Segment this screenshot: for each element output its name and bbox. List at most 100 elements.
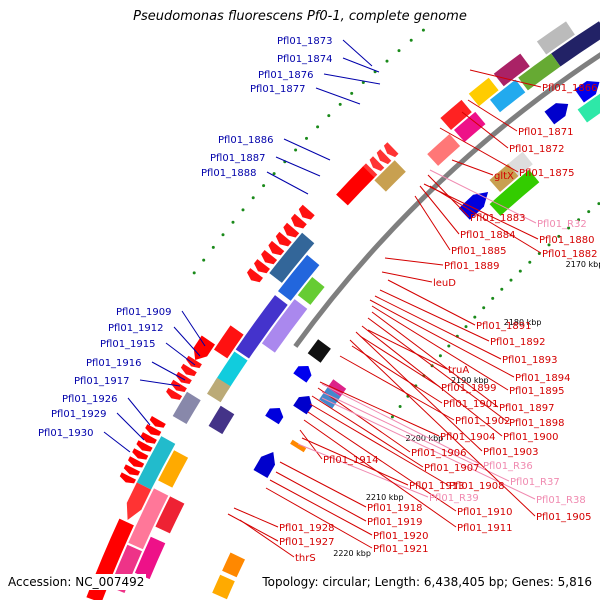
forward-gene-arrow bbox=[293, 366, 312, 383]
reverse-gene-arrow bbox=[369, 156, 385, 171]
outer-tick-dot bbox=[482, 306, 486, 310]
reverse-gene-label: Pfl01_1914 bbox=[323, 455, 379, 466]
reverse-gene-arrow bbox=[186, 355, 202, 369]
reverse-gene-block bbox=[136, 436, 176, 490]
label-leader-line bbox=[469, 69, 542, 88]
forward-gene-label: Pfl01_1915 bbox=[100, 339, 156, 350]
reverse-gene-label: Pfl01_1872 bbox=[509, 144, 565, 155]
label-leader-line bbox=[319, 381, 440, 437]
outer-tick-dot bbox=[587, 210, 591, 214]
forward-gene-arrow bbox=[265, 408, 284, 425]
reverse-gene-arrow bbox=[123, 464, 141, 476]
label-leader-line bbox=[151, 361, 186, 381]
reverse-gene-arrow bbox=[261, 250, 278, 265]
reverse-gene-block bbox=[551, 21, 600, 67]
reverse-gene-arrow bbox=[376, 149, 392, 165]
reverse-gene-arrow bbox=[254, 259, 270, 274]
inner-tick-dot bbox=[202, 258, 206, 262]
outer-tick-dot bbox=[398, 405, 402, 408]
forward-gene-arrow bbox=[458, 192, 489, 220]
reverse-gene-label: Pfl01_1901 bbox=[443, 399, 499, 410]
label-leader-line bbox=[311, 395, 424, 468]
label-leader-line bbox=[387, 279, 476, 326]
forward-gene-arrow bbox=[574, 81, 600, 103]
label-leader-line bbox=[367, 317, 509, 423]
reverse-gene-arrow bbox=[180, 363, 197, 377]
rna-gene-label: Pfl01_R39 bbox=[429, 493, 479, 504]
reverse-gene-block bbox=[454, 111, 486, 142]
forward-gene-label: Pfl01_1929 bbox=[51, 409, 107, 420]
label-leader-line bbox=[269, 479, 373, 536]
label-leader-line bbox=[116, 412, 145, 441]
label-leader-line bbox=[275, 471, 367, 522]
reverse-gene-label: Pfl01_1904 bbox=[440, 432, 496, 443]
forward-gene-label: Pfl01_1926 bbox=[62, 394, 118, 405]
label-leader-line bbox=[321, 383, 483, 466]
reverse-gene-block bbox=[155, 496, 185, 534]
forward-gene-arrow bbox=[293, 396, 313, 415]
reverse-gene-arrow bbox=[275, 231, 292, 247]
forward-gene-label: Pfl01_1930 bbox=[38, 428, 94, 439]
inner-tick-dot bbox=[262, 184, 266, 188]
label-leader-line bbox=[266, 171, 309, 195]
forward-gene-block bbox=[307, 339, 331, 363]
reverse-gene-block bbox=[427, 134, 461, 166]
inner-tick-dot bbox=[409, 38, 413, 42]
forward-gene-block bbox=[489, 163, 519, 192]
label-leader-line bbox=[367, 329, 448, 370]
label-leader-line bbox=[374, 295, 502, 360]
inner-tick-dot bbox=[338, 102, 342, 106]
label-leader-line bbox=[321, 391, 510, 482]
reverse-gene-arrow bbox=[136, 440, 153, 452]
reverse-gene-label: Pfl01_1891 bbox=[476, 321, 532, 332]
reverse-gene-label: Pfl01_1903 bbox=[483, 447, 539, 458]
reverse-gene-label: Pfl01_1913 bbox=[409, 481, 465, 492]
reverse-gene-block bbox=[336, 166, 375, 206]
label-leader-line bbox=[355, 331, 483, 452]
tick-label: 2210 kbp bbox=[366, 493, 404, 502]
label-leader-line bbox=[359, 335, 441, 388]
reverse-gene-label: Pfl01_1919 bbox=[367, 517, 423, 528]
outer-tick-dot bbox=[509, 278, 513, 282]
reverse-gene-arrow bbox=[268, 240, 285, 256]
label-leader-line bbox=[379, 289, 490, 342]
reverse-gene-label: Pfl01_1927 bbox=[279, 537, 335, 548]
reverse-gene-label: Pfl01_1905 bbox=[536, 512, 592, 523]
label-leader-line bbox=[173, 326, 201, 357]
inner-tick-dot bbox=[272, 172, 276, 176]
forward-gene-label: Pfl01_1886 bbox=[218, 135, 274, 146]
reverse-gene-block bbox=[269, 232, 315, 283]
outer-tick-dot bbox=[518, 269, 522, 273]
reverse-gene-label: Pfl01_1884 bbox=[460, 230, 516, 241]
label-leader-line bbox=[239, 519, 295, 558]
reverse-gene-block bbox=[235, 295, 288, 359]
reverse-gene-label: Pfl01_1911 bbox=[457, 523, 513, 534]
label-leader-line bbox=[342, 57, 380, 73]
tick-label: 2190 kbp bbox=[451, 376, 489, 385]
label-leader-line bbox=[309, 403, 449, 486]
tick-label: 2220 kbp bbox=[333, 549, 371, 558]
rna-gene-label: Pfl01_R37 bbox=[510, 477, 560, 488]
label-leader-line bbox=[297, 443, 429, 498]
reverse-gene-label: thrS bbox=[295, 553, 316, 564]
reverse-gene-label: Pfl01_1910 bbox=[457, 507, 513, 518]
inner-tick-dot bbox=[231, 220, 235, 224]
inner-tick-dot bbox=[350, 91, 354, 95]
reverse-gene-label: Pfl01_1882 bbox=[542, 249, 598, 260]
label-leader-line bbox=[233, 507, 279, 528]
forward-gene-block bbox=[290, 439, 307, 453]
reverse-gene-label: gltX bbox=[494, 171, 514, 182]
forward-gene-block bbox=[222, 552, 245, 578]
reverse-gene-block bbox=[536, 21, 575, 55]
reverse-gene-label: Pfl01_1895 bbox=[509, 386, 565, 397]
reverse-gene-label: Pfl01_1871 bbox=[518, 127, 574, 138]
reverse-gene-label: Pfl01_1885 bbox=[451, 246, 507, 257]
forward-gene-label: Pfl01_1912 bbox=[108, 323, 164, 334]
reverse-gene-label: Pfl01_1880 bbox=[539, 235, 595, 246]
reverse-gene-label: Pfl01_1889 bbox=[444, 261, 500, 272]
reverse-gene-label: Pfl01_1893 bbox=[502, 355, 558, 366]
label-leader-line bbox=[381, 271, 433, 283]
forward-gene-label: Pfl01_1887 bbox=[210, 153, 266, 164]
reverse-gene-block bbox=[158, 450, 189, 488]
